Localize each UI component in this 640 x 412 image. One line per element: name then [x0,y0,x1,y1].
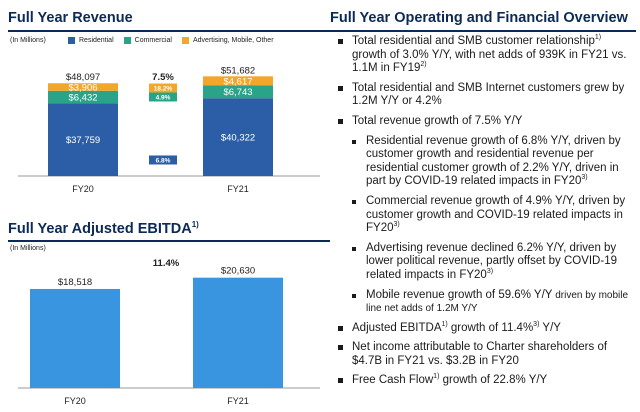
revenue-units: (In Millions) [10,37,46,44]
ebitda-title-sup: 1) [191,220,199,229]
revenue-title-rule [8,30,330,32]
legend-swatch [68,37,75,44]
bullet-sup1: 3) [581,174,588,182]
legend-item-advertising: Advertising, Mobile, Other [181,37,274,44]
bullet-sup2: 2) [420,61,427,69]
x-tick-label: FY21 [227,184,249,194]
bullet-text: Commercial revenue growth of 4.9% Y/Y, d… [366,194,626,235]
bullet-text2: growth of 22.8% Y/Y [439,374,548,387]
legend-item-residential: Residential [68,37,114,44]
ebitda-title: Full Year Adjusted EBITDA1) [8,220,199,237]
x-tick-label: FY20 [64,396,86,406]
overview-title: Full Year Operating and Financial Overvi… [330,10,628,26]
legend-label: Advertising, Mobile, Other [192,37,274,44]
legend-swatch [181,37,189,44]
bar-advertising-fy20 [48,83,118,91]
bullet-text2: growth of 3.0% Y/Y, with net adds of 939… [352,48,627,75]
ebitda-units: (In Millions) [10,245,46,252]
bullet-text2: driven by mobile line net adds of 1.2M Y… [366,289,629,315]
bar-ebitda-fy21 [193,277,283,388]
bullet-text: Total residential and SMB Internet custo… [352,81,625,108]
growth-badge-residential-bg [149,155,177,165]
ebitda-title-rule [8,240,330,242]
bullet-text: Net income attributable to Charter share… [352,341,608,367]
overview-sub-bullet: Advertising revenue declined 6.2% Y/Y, d… [352,242,636,283]
legend-swatch [123,37,131,44]
x-tick-label: FY20 [72,184,94,194]
revenue-chart: $37,759 $6,432$3,906$48,097 FY20 $40,322 $6,… [18,65,320,194]
bar-value-label: $3,906 [68,83,97,94]
overview-bullet: Adjusted EBITDA1) growth of 11.4%3) Y/Y [338,320,636,336]
overview-sub-bullet: Commercial revenue growth of 4.9% Y/Y, d… [352,195,636,236]
bar-total-label: $48,097 [66,72,100,83]
total-growth-label: 7.5% [152,72,174,83]
bullet-text2: growth of 11.4% [447,321,534,334]
bullet-sup1: 3) [393,221,400,229]
bullet-text: Total residential and SMB customer relat… [352,35,595,47]
bar-value-label: $40,322 [221,133,255,144]
overview-bullet: Total residential and SMB customer relat… [338,34,636,76]
bar-value-label: $20,630 [221,266,255,277]
bar-value-label: $37,759 [66,135,100,146]
overview-bullet: Total revenue growth of 7.5% Y/Y [338,115,636,129]
revenue-legend: Residential Commercial Advertising, Mobi… [68,37,284,44]
overview-bullet: Free Cash Flow1) growth of 22.8% Y/Y [338,374,636,388]
x-tick-label: FY21 [227,396,249,406]
bullet-sup1: 1) [433,373,440,381]
overview-list: Total residential and SMB customer relat… [338,34,636,394]
bullet-sup1: 1) [441,320,448,328]
bullet-text: Residential revenue growth of 6.8% Y/Y, … [366,134,621,188]
bar-commercial-fy20 [48,90,118,104]
bar-value-label: $6,743 [223,87,252,98]
bullet-text: Advertising revenue declined 6.2% Y/Y, d… [366,241,617,281]
overview-sub-bullet: Residential revenue growth of 6.8% Y/Y, … [352,135,636,189]
ebitda-chart: $18,518 FY20 $20,630 FY21 11.4% [18,258,320,406]
overview-bullet: Net income attributable to Charter share… [338,341,636,368]
growth-badge-residential: 6.8% [156,157,171,164]
legend-item-commercial: Commercial [123,37,172,44]
bar-value-label: $4,617 [223,76,252,87]
bar-value-label: $18,518 [58,277,92,288]
bar-commercial-fy21 [203,85,273,99]
ebitda-growth-label: 11.4% [153,258,180,269]
legend-label: Commercial [134,37,172,44]
bar-value-label: $6,432 [68,92,97,103]
bullet-sup1: 3) [486,268,494,276]
bar-advertising-fy21 [203,76,273,86]
growth-badge-commercial-bg [149,92,177,102]
bullet-sup1: 1) [594,34,602,42]
ebitda-title-text: Full Year Adjusted EBITDA [8,220,192,237]
bar-residential-fy21 [203,98,273,176]
revenue-title: Full Year Revenue [8,10,133,26]
growth-badge-advertising: 18.2% [154,86,173,93]
bullet-text: Free Cash Flow [352,374,434,387]
overview-title-rule [330,30,636,32]
bar-ebitda-fy20 [30,288,120,388]
legend-label: Residential [79,37,114,44]
growth-badge-advertising-bg [149,83,177,93]
bullet-text: Total revenue growth of 7.5% Y/Y [352,114,523,127]
overview-bullet: Total residential and SMB Internet custo… [338,82,636,109]
bullet-text: Mobile revenue growth of 59.6% Y/Y [366,288,553,301]
overview-sub-bullet: Mobile revenue growth of 59.6% Y/Y drive… [352,289,636,316]
bullet-text: Adjusted EBITDA [352,321,442,334]
bar-total-label: $51,682 [221,65,255,76]
growth-badge-commercial: 4.9% [156,94,171,101]
bullet-text3: Y/Y [539,321,561,334]
bar-residential-fy20 [48,103,118,176]
bullet-sup2: 3) [533,320,540,328]
